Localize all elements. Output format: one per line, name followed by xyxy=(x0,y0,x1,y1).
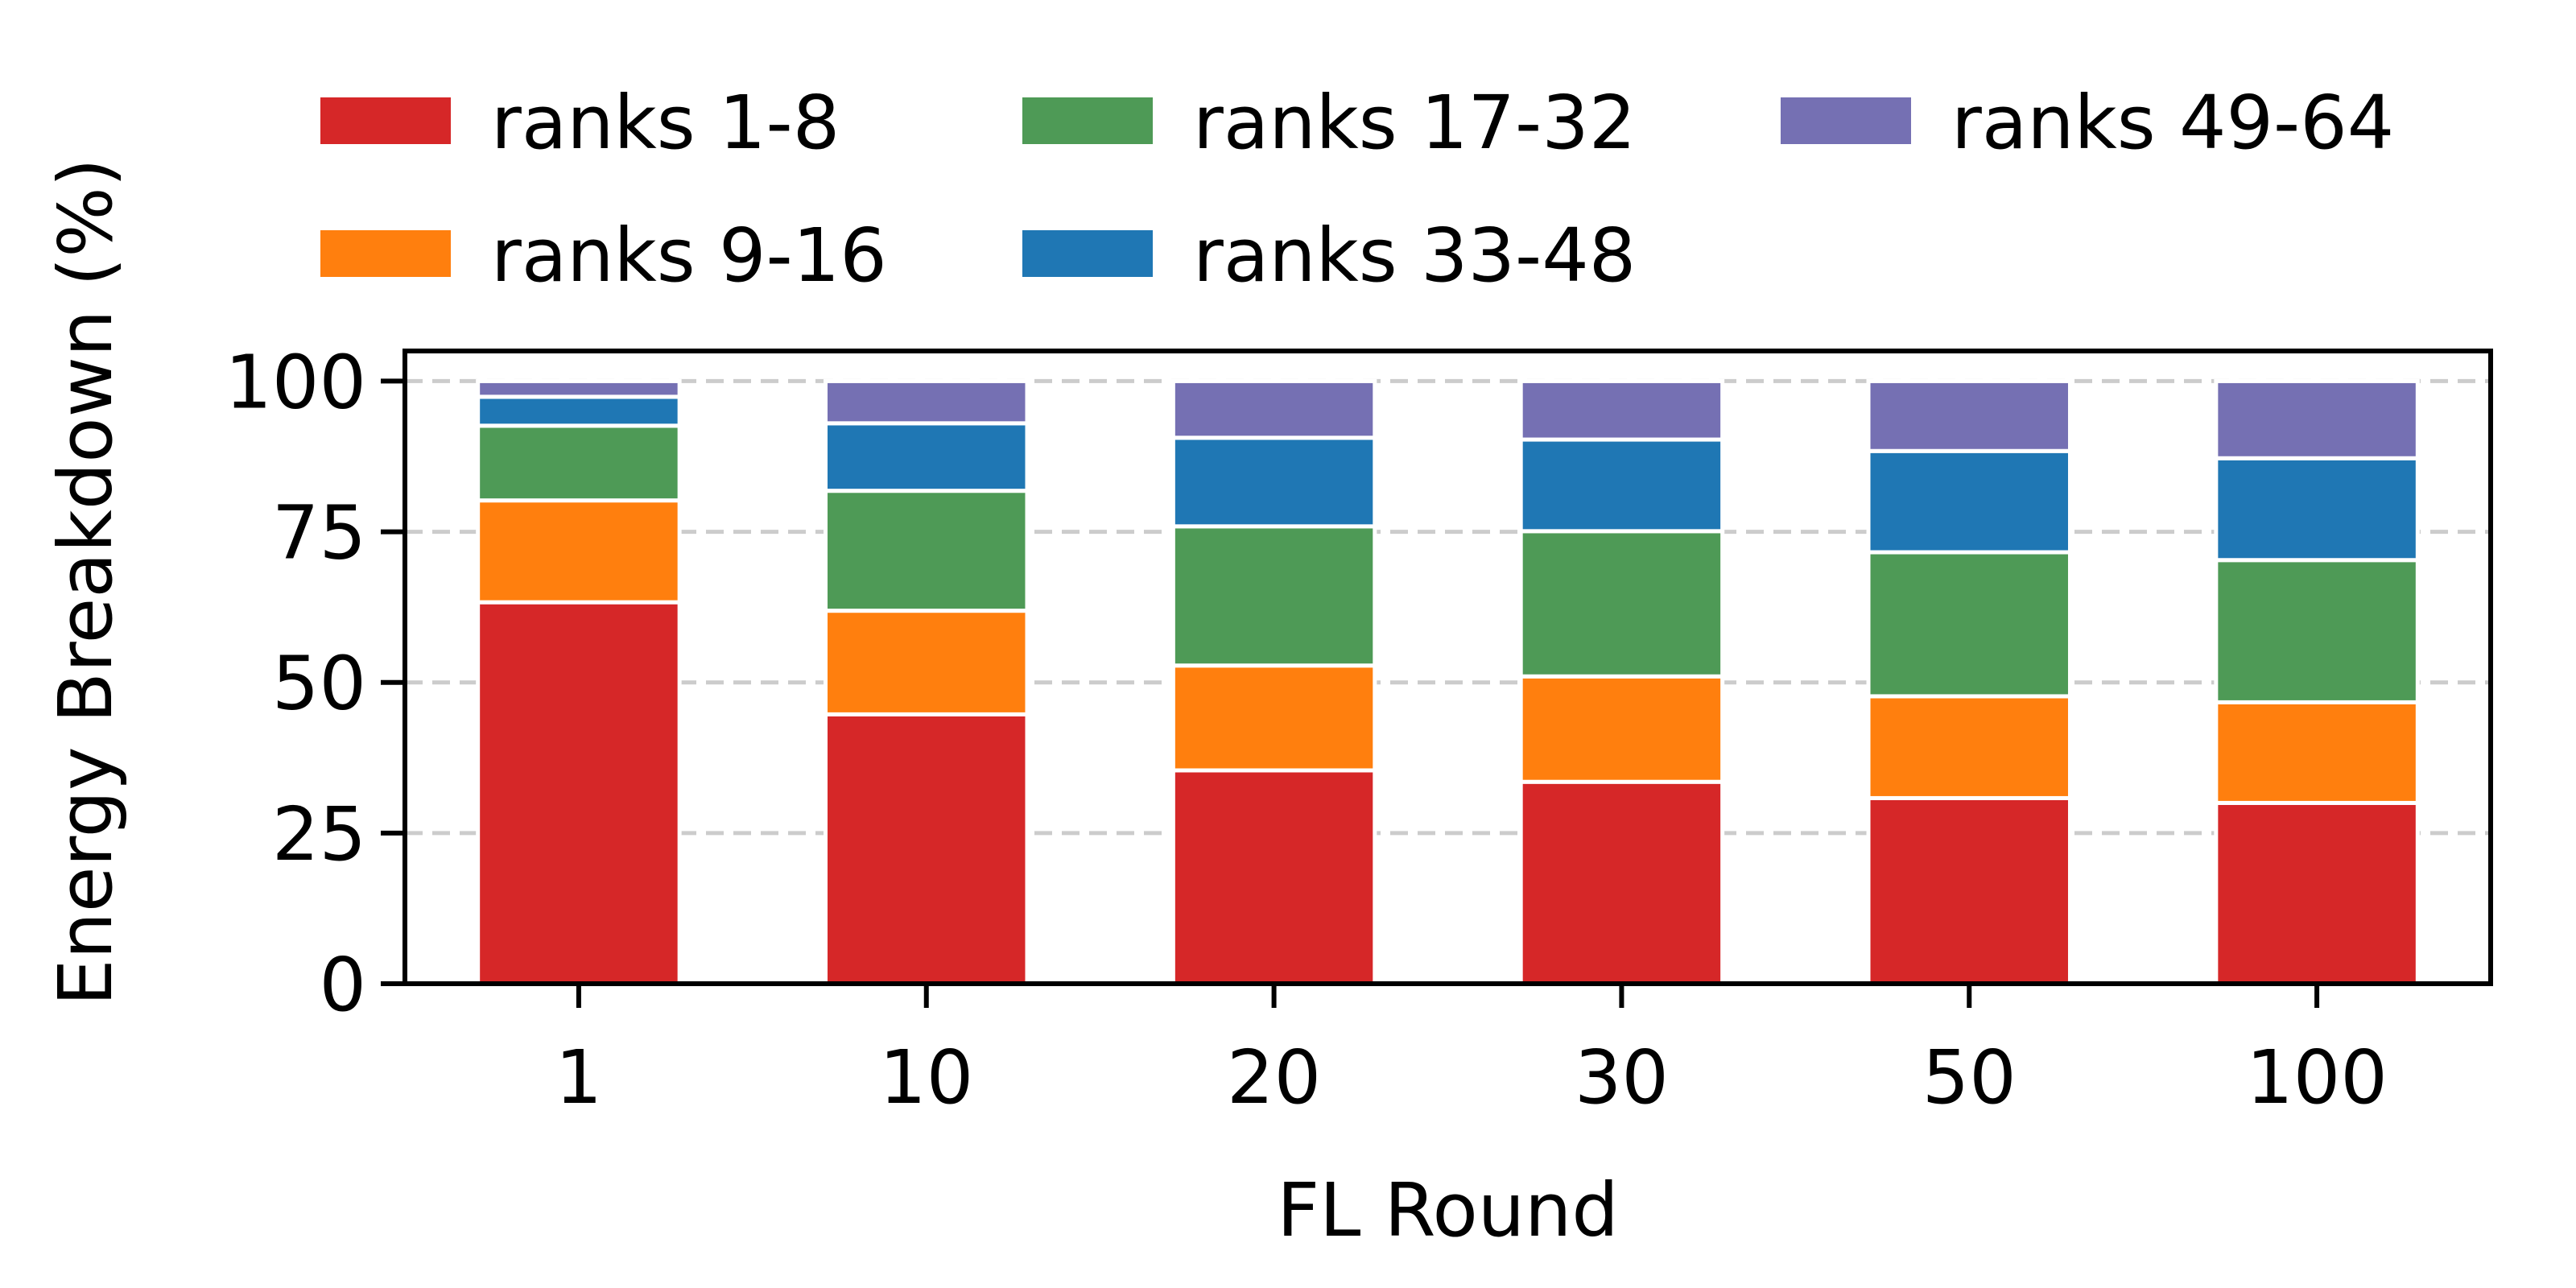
legend-label: ranks 17-32 xyxy=(1193,80,1636,166)
bar-segment xyxy=(1518,674,1725,784)
legend-swatch xyxy=(1022,230,1153,277)
legend-swatch xyxy=(320,230,451,277)
bar-segment xyxy=(824,378,1030,426)
bar-segment xyxy=(824,609,1030,716)
x-tick-label: 100 xyxy=(2246,1034,2388,1121)
legend-label: ranks 1-8 xyxy=(491,80,840,166)
bar-segment xyxy=(2214,700,2420,805)
bar-segment xyxy=(1866,694,2072,800)
legend-label: ranks 33-48 xyxy=(1193,213,1636,299)
bar-segment xyxy=(1866,448,2072,555)
y-axis-label: Energy Breakdown (%) xyxy=(43,158,129,1005)
y-tick-label: 100 xyxy=(225,339,366,425)
bar-segment xyxy=(476,378,682,399)
bar-segment xyxy=(2214,558,2420,704)
bar-segment xyxy=(1170,524,1377,668)
legend-swatch xyxy=(1781,97,1911,144)
legend: ranks 1-8 ranks 9-16 ranks 17-32 ranks 33-4… xyxy=(320,80,2394,299)
bar-segment xyxy=(1170,436,1377,529)
bar-segment xyxy=(1866,795,2072,986)
bar-segment xyxy=(1518,529,1725,679)
legend-label: ranks 9-16 xyxy=(491,213,887,299)
x-tick-label: 20 xyxy=(1227,1034,1321,1121)
legend-swatch xyxy=(320,97,451,144)
bar-segment xyxy=(1866,378,2072,453)
axis-ticks: 0 25 50 75 100 1 10 20 30 50 100 xyxy=(225,339,2387,1121)
x-axis-label: FL Round xyxy=(1277,1167,1619,1253)
plot-frame xyxy=(402,349,2493,986)
bar-segment xyxy=(2214,456,2420,563)
bar-segment xyxy=(1518,437,1725,534)
x-tick-label: 1 xyxy=(555,1034,603,1121)
y-tick-label: 25 xyxy=(272,791,366,877)
bar-segment xyxy=(1170,663,1377,773)
bar-segment xyxy=(1170,378,1377,440)
bar-segment xyxy=(2214,800,2420,986)
bar-segment xyxy=(476,394,682,428)
bar-stack xyxy=(476,378,682,986)
bar-segment xyxy=(1866,550,2072,699)
x-tick-label: 50 xyxy=(1922,1034,2017,1121)
x-tick-label: 10 xyxy=(879,1034,973,1121)
legend-item: ranks 9-16 xyxy=(320,213,887,299)
bar-segment xyxy=(476,498,682,605)
legend-item: ranks 49-64 xyxy=(1781,80,2394,166)
bar-segment xyxy=(824,421,1030,493)
bar-segment xyxy=(476,600,682,986)
legend-item: ranks 17-32 xyxy=(1022,80,1636,166)
bar-segment xyxy=(824,489,1030,613)
bar-segment xyxy=(1518,378,1725,442)
legend-item: ranks 1-8 xyxy=(320,80,840,166)
bar-stack xyxy=(1866,378,2072,986)
legend-item: ranks 33-48 xyxy=(1022,213,1636,299)
y-tick-label: 0 xyxy=(319,942,366,1028)
bar-segment xyxy=(476,423,682,503)
bar-segment xyxy=(824,712,1030,986)
x-tick-label: 30 xyxy=(1575,1034,1669,1121)
bar-stack xyxy=(2214,378,2420,986)
y-tick-label: 75 xyxy=(272,490,366,576)
grid-lines xyxy=(405,378,2491,836)
bar-segment xyxy=(1518,779,1725,986)
legend-swatch xyxy=(1022,97,1153,144)
bar-series xyxy=(476,378,2420,986)
y-tick-label: 50 xyxy=(272,641,366,727)
bar-stack xyxy=(824,378,1030,986)
bar-segment xyxy=(2214,378,2420,460)
bar-stack xyxy=(1518,378,1725,986)
bar-stack xyxy=(1170,378,1377,986)
legend-label: ranks 49-64 xyxy=(1951,80,2394,166)
bar-segment xyxy=(1170,768,1377,986)
